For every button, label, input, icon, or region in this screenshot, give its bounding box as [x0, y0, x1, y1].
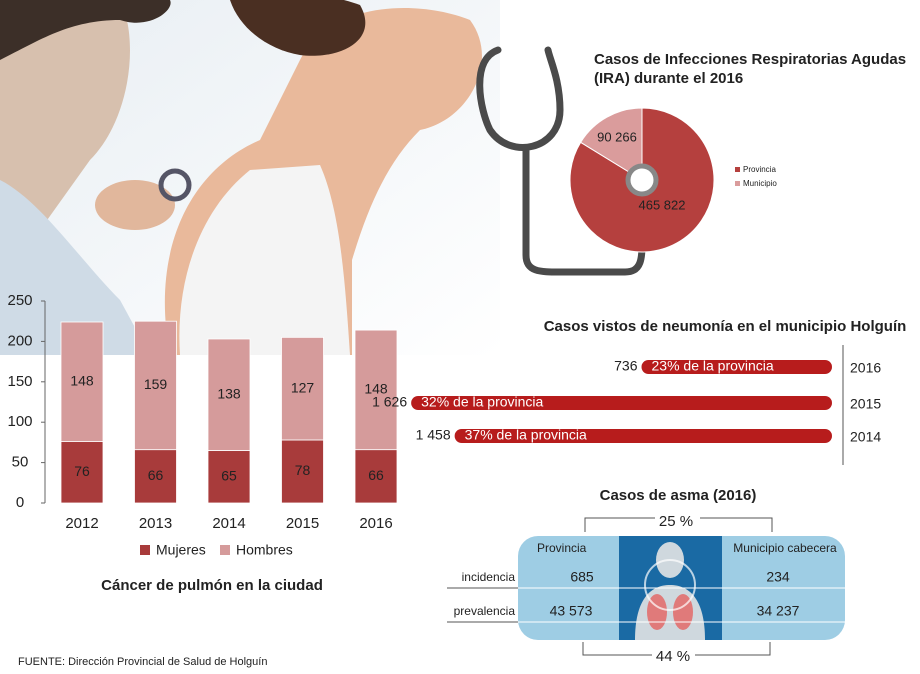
value-label: 159 [144, 376, 168, 392]
x-tick-label: 2015 [286, 515, 319, 532]
cell: 43 573 [550, 603, 593, 619]
bar [411, 396, 832, 410]
pie-ring [625, 163, 659, 197]
value-label: 736 [614, 358, 638, 374]
x-tick-label: 2016 [359, 515, 392, 532]
x-tick-label: 2012 [65, 515, 98, 532]
pie-slice [579, 107, 643, 181]
incidence-share: 25 % [659, 513, 693, 530]
value-label: 1 626 [372, 394, 407, 410]
y-tick-label: 100 [7, 413, 32, 430]
asthma-title: Casos de asma (2016) [600, 487, 757, 504]
value-label: 65 [221, 467, 237, 483]
chart-title: Casos vistos de neumonía en el municipio… [544, 318, 907, 335]
legend-label: Hombres [236, 542, 293, 558]
y-tick-label: 2014 [850, 429, 881, 445]
x-tick-label: 2014 [212, 515, 245, 532]
value-label: 1 458 [416, 427, 451, 443]
row-label: incidencia [462, 570, 516, 584]
bar-segment [281, 336, 324, 441]
value-label: 465 822 [639, 197, 686, 212]
value-label: 76 [74, 463, 90, 479]
source: FUENTE: Dirección Provincial de Salud de… [18, 656, 267, 668]
asthma-panel: Casos de asma (2016) 25 % 44 % Provincia… [447, 487, 845, 665]
y-tick-label: 150 [7, 373, 32, 390]
bracket [582, 642, 771, 656]
annotation: 32% de la provincia [421, 394, 543, 410]
bar-segment [60, 321, 104, 442]
chart-title: Casos de Infecciones Respiratorias Aguda… [594, 51, 906, 87]
y-tick-label: 2016 [850, 360, 881, 376]
value-label: 66 [368, 467, 384, 483]
bar-segment [134, 449, 177, 504]
value-label: 148 [70, 373, 94, 389]
x-tick-label: 2013 [139, 515, 172, 532]
bar-segment [207, 450, 251, 504]
legend-swatch [735, 181, 740, 186]
y-tick-label: 250 [7, 292, 32, 309]
bar [454, 429, 832, 443]
annotation: 37% de la provincia [465, 427, 587, 443]
row-label: prevalencia [454, 604, 516, 618]
bar-segment [207, 338, 251, 451]
annotation: 23% de la provincia [652, 358, 774, 374]
bar-segment [354, 329, 398, 451]
bracket [584, 517, 773, 532]
y-tick-label: 2015 [850, 396, 881, 412]
y-tick-label: 50 [12, 454, 29, 471]
chart-title: Cáncer de pulmón en la ciudad [101, 577, 323, 594]
value-label: 66 [148, 467, 164, 483]
legend-swatch [735, 167, 740, 172]
column-header: Provincia [537, 541, 587, 555]
value-label: 90 266 [597, 129, 637, 144]
value-label: 127 [291, 379, 315, 395]
photo [0, 0, 500, 355]
legend-label: Provincia [743, 165, 776, 174]
y-tick-label: 0 [16, 494, 24, 511]
bar [641, 360, 832, 374]
column-header: Municipio cabecera [733, 541, 837, 555]
cell: 685 [570, 569, 594, 585]
cell: 34 237 [757, 603, 800, 619]
legend-swatch [220, 545, 230, 555]
cell: 234 [766, 569, 790, 585]
bar-segment [281, 439, 324, 504]
bar-segment [134, 320, 177, 451]
value-label: 78 [295, 462, 311, 478]
y-tick-label: 200 [7, 332, 32, 349]
value-label: 148 [364, 381, 388, 397]
legend-label: Mujeres [156, 542, 206, 558]
legend-swatch [140, 545, 150, 555]
value-label: 138 [217, 385, 241, 401]
legend-label: Municipio [743, 179, 777, 188]
prevalence-share: 44 % [656, 648, 690, 665]
